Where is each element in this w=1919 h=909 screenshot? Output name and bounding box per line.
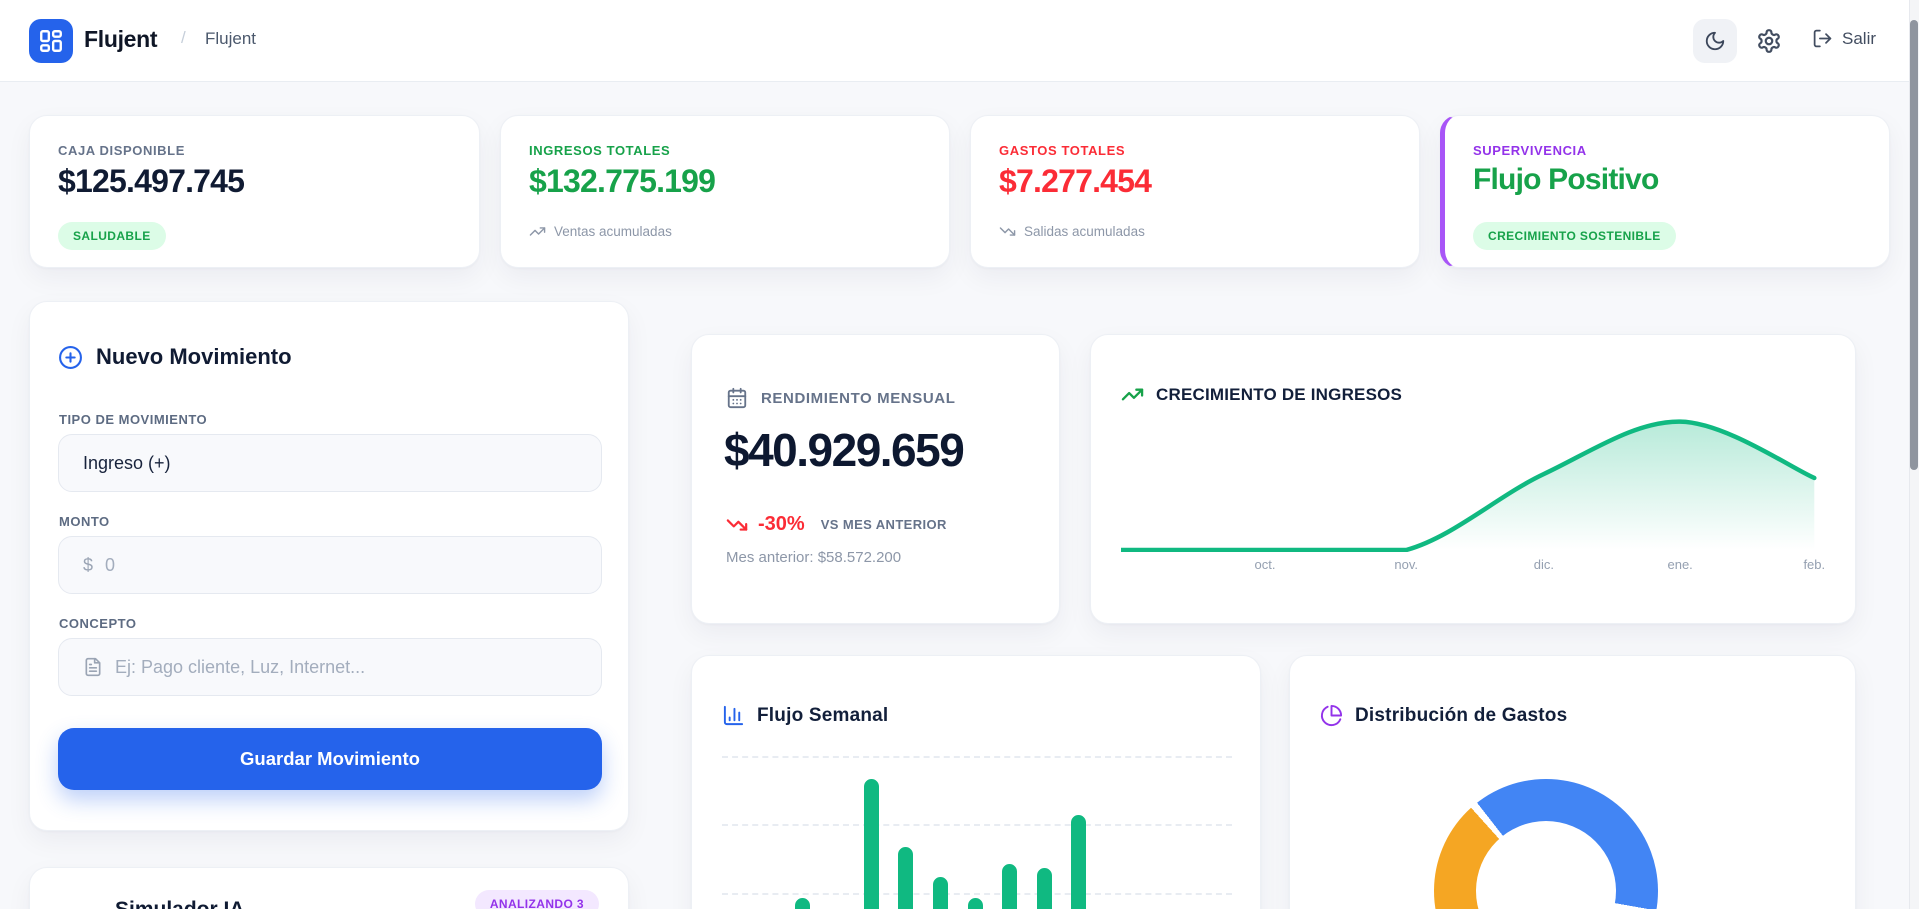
previous-month-note: Mes anterior: $58.572.200 <box>726 549 902 566</box>
form-title: Nuevo Movimiento <box>58 344 292 370</box>
form-title-text: Nuevo Movimiento <box>96 344 292 369</box>
x-axis-label: dic. <box>1533 557 1555 572</box>
expense-distribution-card: Distribución de Gastos <box>1289 655 1856 909</box>
weekly-flow-bar <box>932 876 948 909</box>
weekly-flow-bar <box>1071 815 1087 909</box>
file-text-icon <box>83 657 103 677</box>
status-badge: SALUDABLE <box>58 222 166 250</box>
kpi-card-caja-disponible: CAJA DISPONIBLE $125.497.745 SALUDABLE <box>29 115 480 268</box>
app-logo[interactable] <box>29 19 73 63</box>
trending-down-icon <box>999 223 1016 240</box>
gear-icon <box>1756 28 1782 54</box>
income-growth-card: CRECIMIENTO DE INGRESOS oct. nov. dic. ene.… <box>1090 334 1856 624</box>
income-growth-title: CRECIMIENTO DE INGRESOS <box>1121 383 1402 406</box>
weekly-flow-bar <box>898 846 914 909</box>
expense-donut-chart <box>1434 779 1658 909</box>
concept-label: CONCEPTO <box>59 616 137 631</box>
donut-hole <box>1476 821 1616 909</box>
breadcrumb-separator: / <box>181 28 186 47</box>
weekly-flow-bar <box>1036 868 1052 909</box>
gridline <box>722 824 1232 826</box>
kpi-footnote: Salidas acumuladas <box>999 223 1145 240</box>
plus-circle-icon <box>58 345 83 370</box>
moon-icon <box>1704 30 1726 52</box>
weekly-flow-bar <box>863 779 879 909</box>
calendar-icon <box>726 387 748 409</box>
status-badge: CRECIMIENTO SOSTENIBLE <box>1473 222 1676 250</box>
movement-type-label: TIPO DE MOVIMIENTO <box>59 412 208 427</box>
kpi-label: SUPERVIVENCIA <box>1473 143 1587 158</box>
monthly-value: $40.929.659 <box>724 424 965 476</box>
trending-down-icon <box>726 514 748 536</box>
ai-simulator-card: Simulador IA ANALIZANDO 3 <box>29 867 629 909</box>
kpi-value: $7.277.454 <box>999 163 1152 199</box>
kpi-footnote: Ventas acumuladas <box>529 223 672 240</box>
concept-field-wrap <box>58 638 602 696</box>
gridline <box>722 756 1232 758</box>
brand-name: Flujent <box>84 26 158 52</box>
breadcrumb[interactable]: Flujent <box>205 29 257 48</box>
simulator-status-badge: ANALIZANDO 3 <box>474 890 599 909</box>
dollar-prefix: $ <box>83 554 94 575</box>
dashboard-grid-icon <box>38 28 64 54</box>
amount-field-wrap: $ <box>58 536 602 594</box>
amount-label: MONTO <box>59 514 110 529</box>
trending-up-icon <box>1121 383 1144 406</box>
pie-chart-icon <box>1320 704 1343 727</box>
weekly-flow-card: Flujo Semanal <box>691 655 1261 909</box>
trending-up-icon <box>529 223 546 240</box>
simulator-title: Simulador IA <box>115 898 245 909</box>
logout-icon <box>1812 28 1833 49</box>
monthly-title: RENDIMIENTO MENSUAL <box>726 387 955 409</box>
kpi-card-ingresos-totales: INGRESOS TOTALES $132.775.199 Ventas acu… <box>500 115 950 268</box>
kpi-value: Flujo Positivo <box>1473 163 1659 196</box>
monthly-delta-caption: VS MES ANTERIOR <box>820 517 947 532</box>
save-movement-button[interactable]: Guardar Movimiento <box>58 728 602 790</box>
monthly-performance-card: RENDIMIENTO MENSUAL $40.929.659 -30% VS … <box>691 334 1060 624</box>
kpi-label: INGRESOS TOTALES <box>529 143 671 158</box>
top-navbar: Flujent / Flujent Salir <box>0 0 1919 82</box>
monthly-delta-row: -30% VS MES ANTERIOR <box>726 513 947 536</box>
kpi-card-gastos-totales: GASTOS TOTALES $7.277.454 Salidas acumul… <box>970 115 1420 268</box>
x-axis-label: nov. <box>1394 557 1419 572</box>
monthly-title-text: RENDIMIENTO MENSUAL <box>761 389 956 407</box>
kpi-footnote-text: Ventas acumuladas <box>554 224 672 239</box>
x-axis-label: ene. <box>1667 557 1693 572</box>
logout-button[interactable]: Salir <box>1812 28 1876 49</box>
income-growth-chart <box>1121 419 1817 552</box>
x-axis-labels: oct. nov. dic. ene. feb. <box>1121 557 1827 575</box>
expense-distribution-title: Distribución de Gastos <box>1320 704 1567 727</box>
new-movement-card: Nuevo Movimiento TIPO DE MOVIMIENTO Ingr… <box>29 301 629 831</box>
monthly-delta-value: -30% <box>758 513 805 535</box>
gridline <box>722 893 1232 895</box>
kpi-footnote-text: Salidas acumuladas <box>1024 224 1145 239</box>
bar-chart-icon <box>722 704 745 727</box>
expense-distribution-title-text: Distribución de Gastos <box>1355 704 1568 726</box>
kpi-label: CAJA DISPONIBLE <box>58 143 185 158</box>
weekly-flow-bar <box>1002 863 1018 909</box>
movement-type-select[interactable]: Ingreso (+) <box>58 434 602 492</box>
x-axis-label: feb. <box>1803 557 1826 572</box>
x-axis-label: oct. <box>1254 557 1276 572</box>
weekly-flow-chart <box>722 746 1232 909</box>
weekly-flow-title: Flujo Semanal <box>722 704 888 727</box>
scrollbar-thumb[interactable] <box>1910 20 1918 470</box>
weekly-flow-bar <box>794 897 810 909</box>
kpi-value: $125.497.745 <box>58 163 245 199</box>
movement-type-value: Ingreso (+) <box>83 452 171 473</box>
kpi-value: $132.775.199 <box>529 163 716 199</box>
weekly-flow-title-text: Flujo Semanal <box>757 704 889 726</box>
logout-label: Salir <box>1842 28 1877 48</box>
settings-button[interactable] <box>1756 28 1782 54</box>
concept-input[interactable] <box>115 656 577 678</box>
kpi-card-supervivencia: SUPERVIVENCIA Flujo Positivo CRECIMIENTO… <box>1440 115 1890 268</box>
amount-input[interactable] <box>105 554 577 576</box>
income-growth-title-text: CRECIMIENTO DE INGRESOS <box>1156 384 1403 404</box>
kpi-label: GASTOS TOTALES <box>999 143 1126 158</box>
page-scrollbar[interactable] <box>1909 0 1919 909</box>
weekly-flow-bar <box>967 897 983 909</box>
dark-mode-toggle[interactable] <box>1693 19 1737 63</box>
